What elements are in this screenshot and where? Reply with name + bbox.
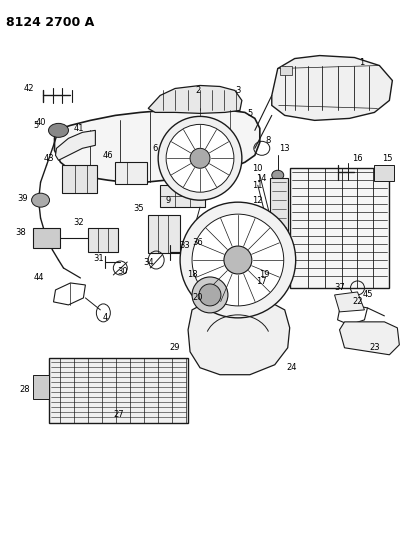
Text: 2: 2 xyxy=(195,86,200,95)
Ellipse shape xyxy=(191,214,283,306)
Text: 3: 3 xyxy=(235,86,240,95)
Bar xyxy=(88,228,118,252)
Text: 28: 28 xyxy=(19,385,30,394)
Text: 8: 8 xyxy=(265,136,270,145)
Ellipse shape xyxy=(190,148,209,168)
Ellipse shape xyxy=(158,116,241,200)
Ellipse shape xyxy=(223,246,251,274)
Text: 37: 37 xyxy=(333,284,344,293)
Ellipse shape xyxy=(180,202,295,318)
Text: 20: 20 xyxy=(192,294,203,302)
Bar xyxy=(269,178,287,273)
Bar xyxy=(279,66,291,76)
Text: 41: 41 xyxy=(73,124,83,133)
Text: 38: 38 xyxy=(15,228,26,237)
Bar xyxy=(160,185,204,207)
Text: 39: 39 xyxy=(17,193,28,203)
Text: 40: 40 xyxy=(35,118,46,127)
Text: 29: 29 xyxy=(169,343,180,352)
Text: 44: 44 xyxy=(33,273,44,282)
Text: 10: 10 xyxy=(252,164,263,173)
Text: 8124 2700 A: 8124 2700 A xyxy=(6,15,94,29)
Bar xyxy=(188,248,207,266)
Ellipse shape xyxy=(191,277,227,313)
Text: 33: 33 xyxy=(179,240,190,249)
Bar xyxy=(115,162,147,184)
Ellipse shape xyxy=(271,170,283,180)
Bar xyxy=(289,168,389,288)
Text: 34: 34 xyxy=(142,257,153,266)
Bar xyxy=(32,228,61,248)
Bar xyxy=(373,165,393,181)
Text: 32: 32 xyxy=(73,217,83,227)
Text: 5: 5 xyxy=(33,121,38,130)
Polygon shape xyxy=(54,108,259,182)
Text: 36: 36 xyxy=(192,238,203,247)
Text: 43: 43 xyxy=(43,154,54,163)
Text: 19: 19 xyxy=(259,270,270,279)
Polygon shape xyxy=(334,292,364,312)
Text: 46: 46 xyxy=(103,151,113,160)
Text: 11: 11 xyxy=(252,181,263,190)
Polygon shape xyxy=(271,55,391,120)
Bar xyxy=(62,165,97,193)
Text: 9: 9 xyxy=(165,196,170,205)
Text: 31: 31 xyxy=(93,254,103,263)
Text: 4: 4 xyxy=(103,313,108,322)
Text: 17: 17 xyxy=(256,278,267,286)
Bar xyxy=(48,358,188,423)
Text: 45: 45 xyxy=(361,290,372,300)
Bar xyxy=(32,375,48,399)
Text: 16: 16 xyxy=(351,154,362,163)
Bar xyxy=(148,215,180,253)
Ellipse shape xyxy=(31,193,49,207)
Ellipse shape xyxy=(166,124,233,192)
Text: 5: 5 xyxy=(247,109,252,118)
Polygon shape xyxy=(55,131,95,160)
Text: 35: 35 xyxy=(133,204,143,213)
Polygon shape xyxy=(339,322,398,355)
Polygon shape xyxy=(188,298,289,375)
Polygon shape xyxy=(148,85,241,114)
Text: 6: 6 xyxy=(152,144,157,153)
Text: 23: 23 xyxy=(368,343,379,352)
Ellipse shape xyxy=(48,123,68,138)
Text: 42: 42 xyxy=(23,84,34,93)
Text: 13: 13 xyxy=(279,144,289,153)
Text: 1: 1 xyxy=(358,58,363,67)
Text: 12: 12 xyxy=(252,196,263,205)
Text: 22: 22 xyxy=(351,297,362,306)
Text: 24: 24 xyxy=(286,363,296,372)
Text: 18: 18 xyxy=(186,270,197,279)
Text: 14: 14 xyxy=(256,174,266,183)
Ellipse shape xyxy=(198,284,220,306)
Text: 15: 15 xyxy=(381,154,392,163)
Text: 27: 27 xyxy=(113,410,123,419)
Text: 30: 30 xyxy=(117,268,127,277)
